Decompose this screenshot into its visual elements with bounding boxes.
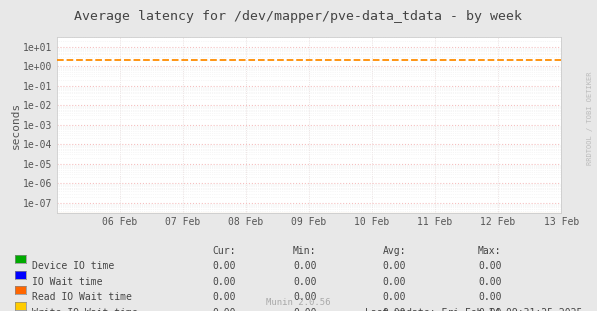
Text: Device IO time: Device IO time — [32, 261, 114, 271]
Text: 0.00: 0.00 — [293, 292, 316, 302]
Text: Max:: Max: — [478, 246, 501, 256]
Y-axis label: seconds: seconds — [10, 102, 20, 149]
Text: Average latency for /dev/mapper/pve-data_tdata - by week: Average latency for /dev/mapper/pve-data… — [75, 10, 522, 23]
Text: 0.00: 0.00 — [213, 261, 236, 271]
Text: Cur:: Cur: — [213, 246, 236, 256]
Text: 0.00: 0.00 — [478, 261, 501, 271]
Text: 0.00: 0.00 — [213, 277, 236, 287]
Text: 0.00: 0.00 — [293, 261, 316, 271]
Text: 0.00: 0.00 — [383, 308, 406, 311]
Text: Write IO Wait time: Write IO Wait time — [32, 308, 137, 311]
Text: 0.00: 0.00 — [383, 292, 406, 302]
Text: 0.00: 0.00 — [478, 308, 501, 311]
Text: 0.00: 0.00 — [213, 292, 236, 302]
Text: RRDTOOL / TOBI OETIKER: RRDTOOL / TOBI OETIKER — [587, 72, 593, 165]
Text: Avg:: Avg: — [383, 246, 406, 256]
Text: 0.00: 0.00 — [293, 308, 316, 311]
Text: Read IO Wait time: Read IO Wait time — [32, 292, 131, 302]
Text: 0.00: 0.00 — [383, 277, 406, 287]
Text: 0.00: 0.00 — [383, 261, 406, 271]
Text: 0.00: 0.00 — [478, 277, 501, 287]
Text: Last update: Fri Feb 14 09:31:25 2025: Last update: Fri Feb 14 09:31:25 2025 — [365, 308, 582, 311]
Text: Min:: Min: — [293, 246, 316, 256]
Text: 0.00: 0.00 — [293, 277, 316, 287]
Text: 0.00: 0.00 — [213, 308, 236, 311]
Text: Munin 2.0.56: Munin 2.0.56 — [266, 298, 331, 307]
Text: IO Wait time: IO Wait time — [32, 277, 102, 287]
Text: 0.00: 0.00 — [478, 292, 501, 302]
